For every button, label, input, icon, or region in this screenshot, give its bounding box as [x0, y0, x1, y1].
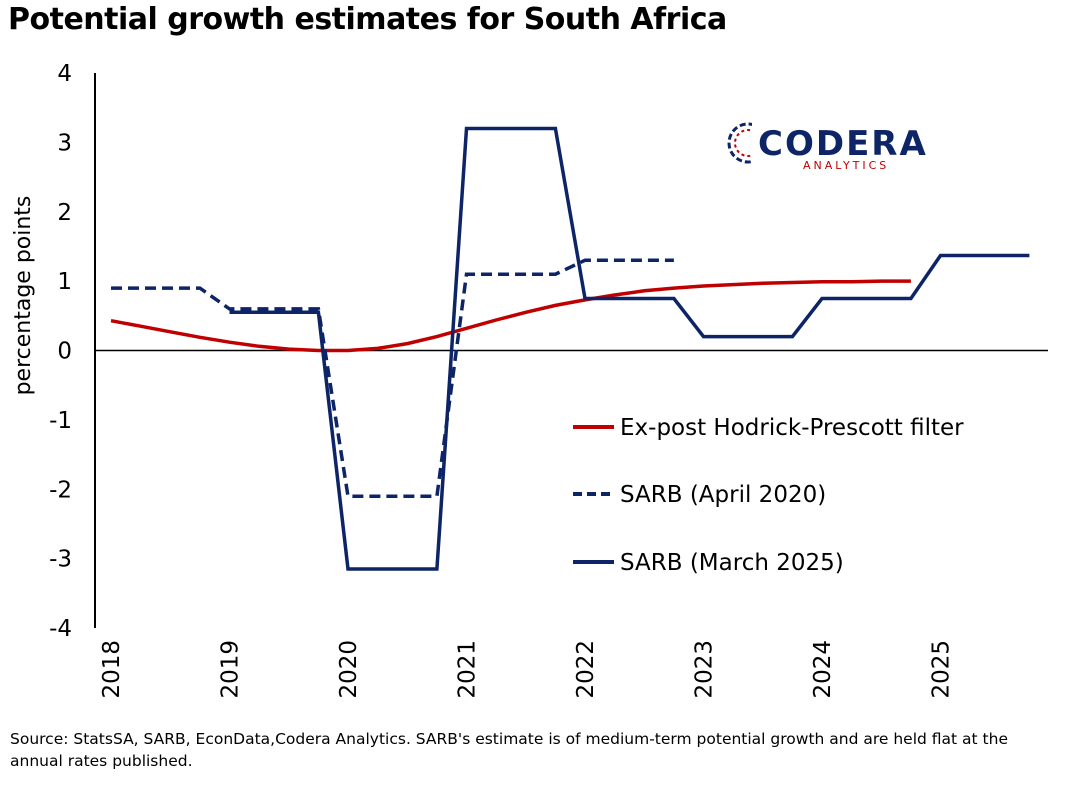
y-tick-label: 2: [57, 200, 72, 226]
legend: Ex-post Hodrick-Prescott filter SARB (Apr…: [573, 415, 964, 576]
chart-title: Potential growth estimates for South Afr…: [8, 2, 727, 37]
x-tick-label: 2023: [692, 640, 718, 699]
y-axis-label: percentage points: [11, 196, 36, 396]
series-layer: [110, 126, 1030, 571]
legend-label: SARB (April 2020): [620, 482, 826, 508]
series-hp-filter-line: [110, 279, 911, 353]
y-tick-label: 1: [57, 269, 72, 295]
x-tick-label: 2019: [218, 640, 244, 699]
y-tick-label: -1: [49, 408, 72, 434]
x-tick-label: 2021: [455, 640, 481, 699]
y-tick-label: -3: [49, 547, 72, 573]
codera-logo: CODERA ANALYTICS: [727, 122, 928, 172]
logo-subtitle: ANALYTICS: [803, 159, 889, 172]
y-tick-label: -4: [49, 616, 72, 642]
y-tick-label: -2: [49, 477, 72, 503]
legend-label: Ex-post Hodrick-Prescott filter: [620, 415, 964, 441]
x-tick-label: 2018: [99, 640, 125, 699]
x-tick-label: 2020: [336, 640, 362, 699]
x-tick-label: 2024: [810, 640, 836, 699]
axes: 4 3 2 1 0 -1 -2 -3 -4 2018 2019 2020 2021 2022 2023 202…: [11, 61, 1048, 699]
x-tick-label: 2025: [929, 640, 955, 699]
source-note: Source: StatsSA, SARB, EconData,Codera A…: [10, 730, 1008, 770]
codera-logo-mark: [727, 122, 772, 164]
legend-label: SARB (March 2025): [620, 550, 844, 576]
y-tick-label: 4: [57, 61, 72, 87]
series-sarb-march-2025-line: [229, 126, 1030, 571]
y-tick-label: 0: [57, 339, 72, 365]
logo-wordmark: CODERA: [758, 124, 928, 164]
chart: 4 3 2 1 0 -1 -2 -3 -4 2018 2019 2020 2021 2022 2023 202…: [11, 61, 1048, 699]
series-sarb-april-2020-line: [111, 258, 674, 498]
y-tick-label: 3: [57, 130, 72, 156]
x-tick-label: 2022: [573, 640, 599, 699]
